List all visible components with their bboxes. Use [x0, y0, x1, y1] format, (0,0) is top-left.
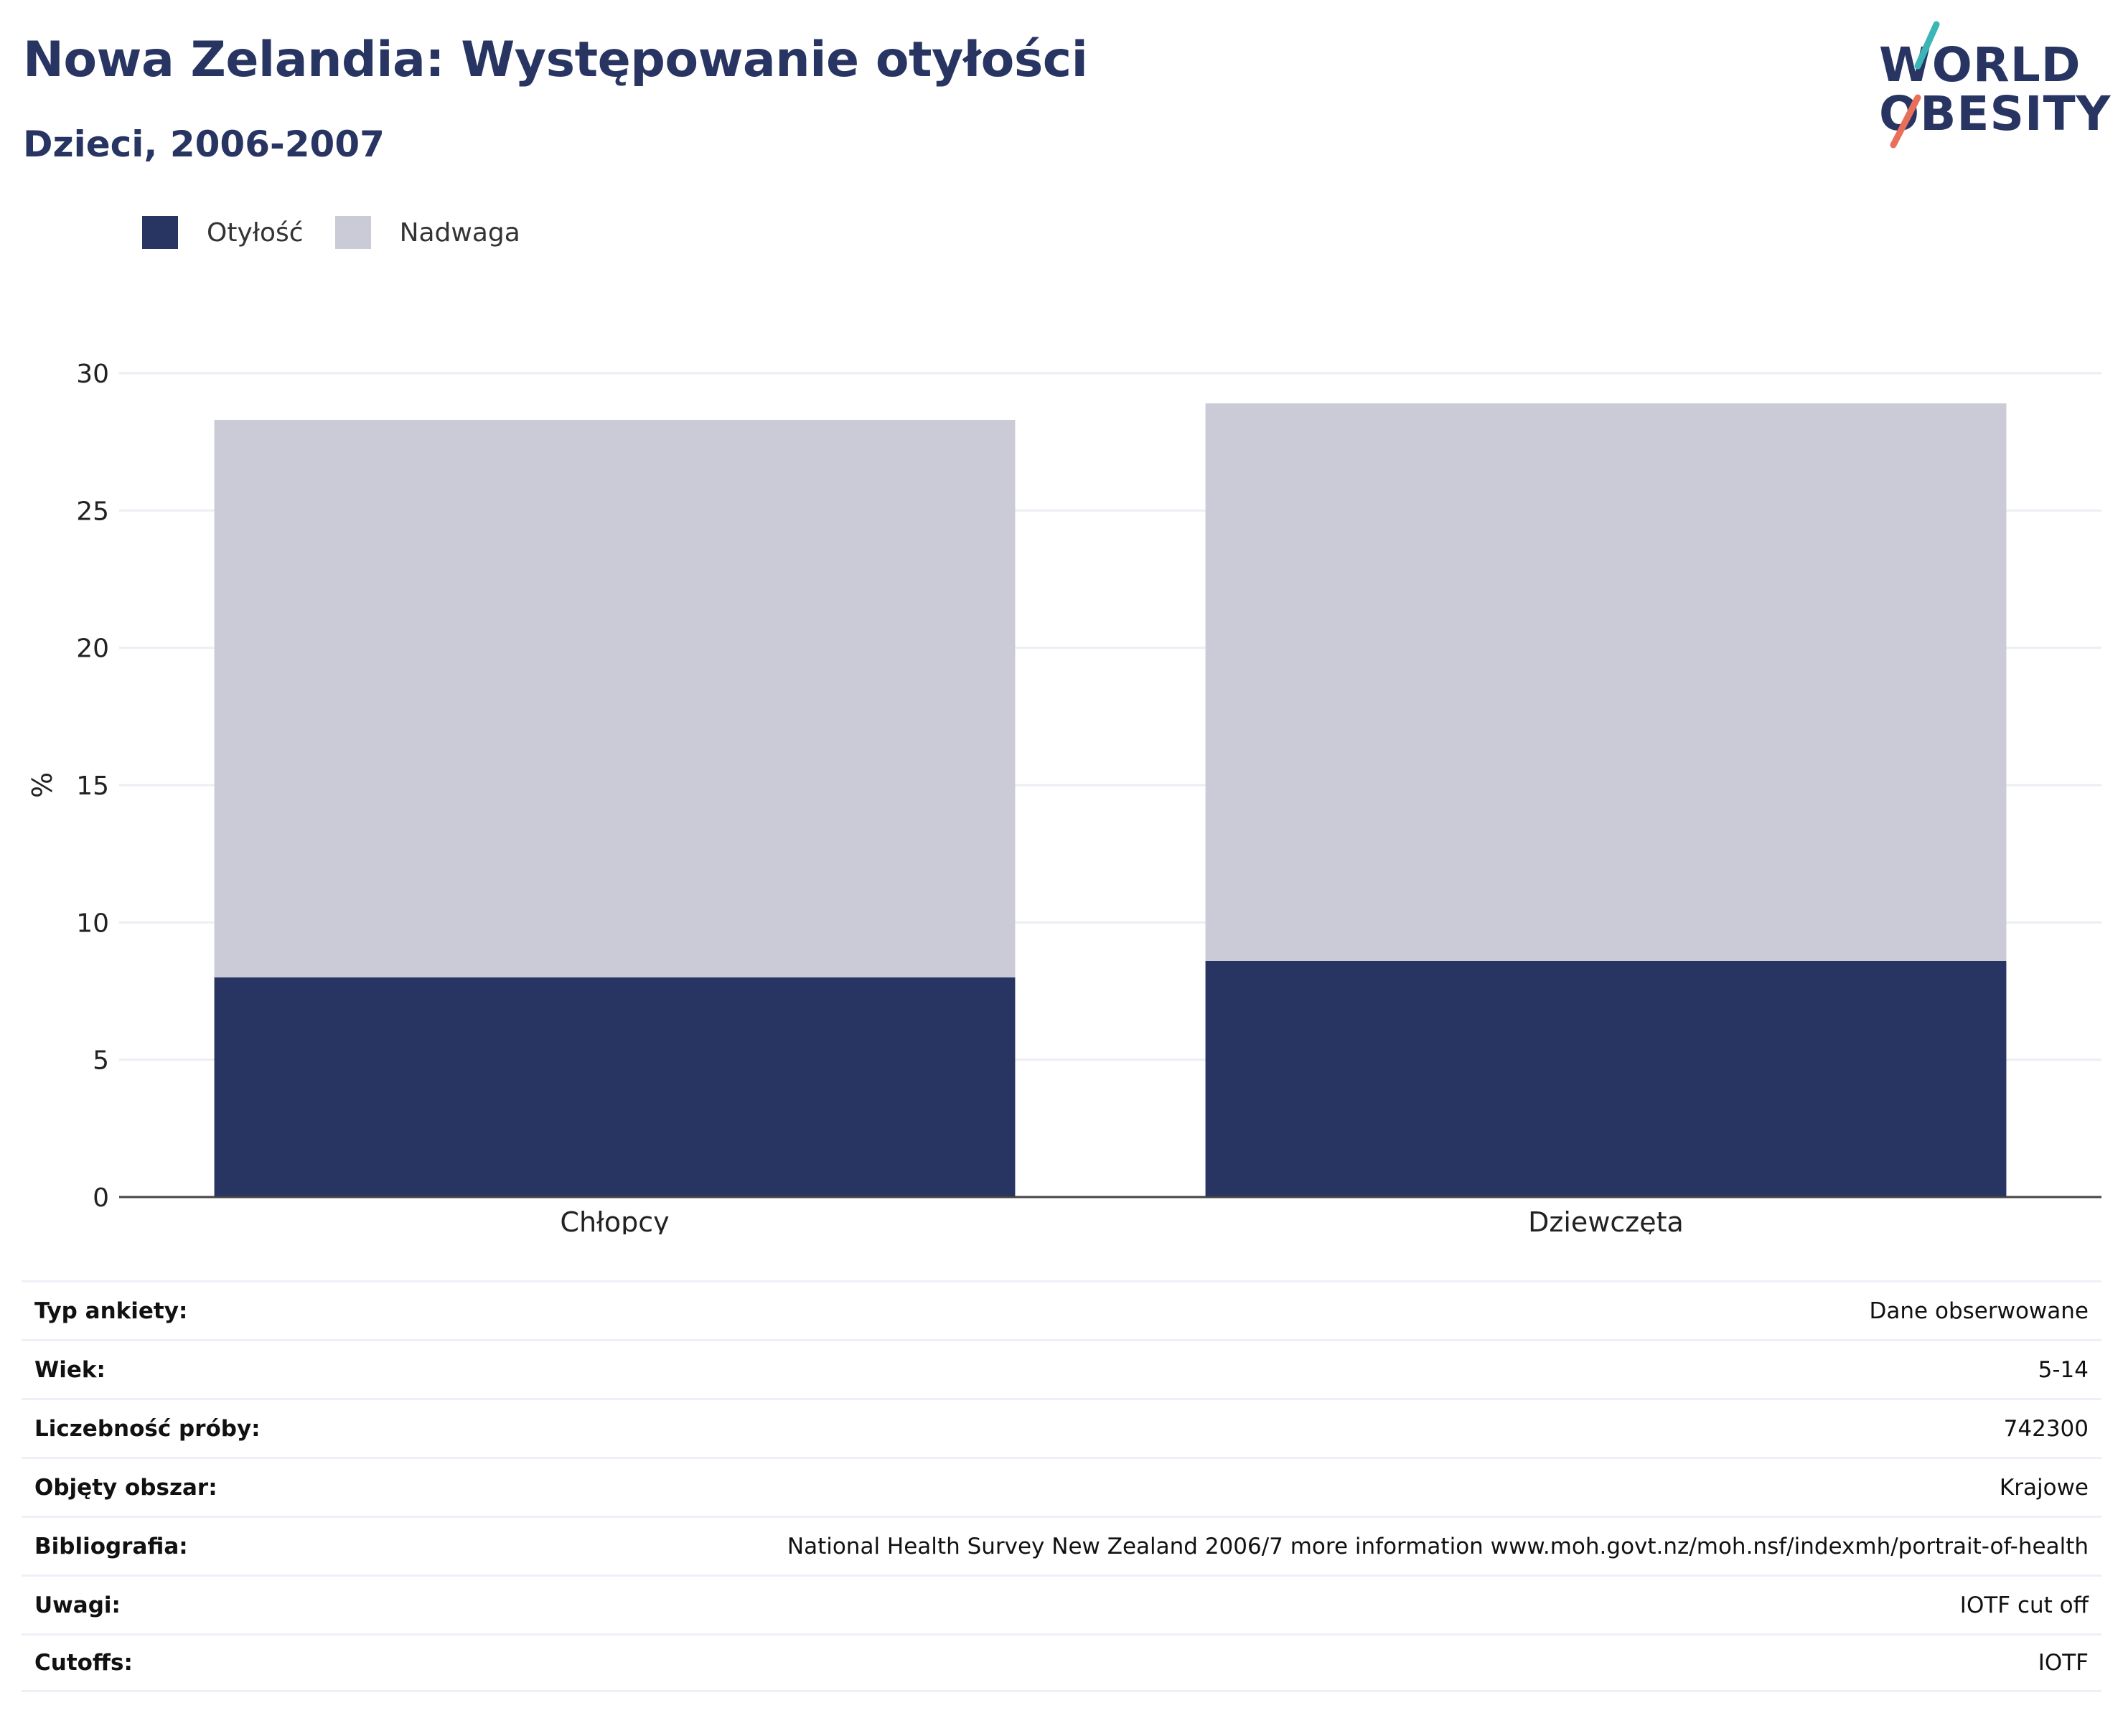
x-tick-label: Chłopcy: [560, 1206, 669, 1234]
meta-row-survey-type: Typ ankiety: Dane obserwowane: [22, 1280, 2101, 1339]
y-tick-label: 10: [76, 909, 109, 938]
meta-value: Krajowe: [1999, 1474, 2089, 1501]
meta-value: National Health Survey New Zealand 2006/…: [787, 1533, 2089, 1559]
y-tick-label: 5: [93, 1046, 109, 1076]
x-tick-label: Dziewczęta: [1528, 1206, 1684, 1234]
y-axis-label: %: [27, 772, 58, 798]
chart-legend: Otyłość Nadwaga: [142, 212, 552, 253]
meta-key: Cutoffs:: [34, 1650, 133, 1676]
meta-key: Liczebność próby:: [34, 1415, 261, 1442]
legend-label-otylosc: Otyłość: [207, 217, 304, 248]
meta-value: IOTF: [2038, 1650, 2089, 1676]
meta-key: Objęty obszar:: [34, 1474, 217, 1501]
meta-row-area: Objęty obszar: Krajowe: [22, 1457, 2101, 1516]
logo-slash-icon: [1890, 21, 1940, 149]
bar-otylosc-1[interactable]: [1205, 960, 2007, 1197]
meta-value: 5-14: [2038, 1356, 2089, 1383]
bar-nadwaga-1[interactable]: [1205, 403, 2007, 961]
legend-item-otylosc[interactable]: Otyłość: [142, 216, 304, 249]
meta-row-notes: Uwagi: IOTF cut off: [22, 1575, 2101, 1633]
meta-key: Wiek:: [34, 1356, 106, 1383]
y-tick-label: 20: [76, 634, 109, 664]
bar-otylosc-0[interactable]: [214, 977, 1016, 1197]
meta-value: Dane obserwowane: [1869, 1298, 2089, 1324]
meta-row-cutoffs: Cutoffs: IOTF: [22, 1633, 2101, 1692]
meta-row-age: Wiek: 5-14: [22, 1339, 2101, 1398]
meta-key: Typ ankiety:: [34, 1298, 188, 1324]
legend-swatch-otylosc: [142, 216, 178, 249]
legend-item-nadwaga[interactable]: Nadwaga: [334, 216, 520, 249]
meta-row-bibliography: Bibliografia: National Health Survey New…: [22, 1516, 2101, 1575]
meta-key: Bibliografia:: [34, 1533, 188, 1559]
y-tick-label: 25: [76, 497, 109, 526]
y-tick-label: 0: [93, 1183, 109, 1213]
bar-chart: 0 5 10 15 20 25 30% Chłopcy Dziewczęta: [27, 360, 2101, 1234]
chart-title: Nowa Zelandia: Występowanie otyłości: [23, 32, 1088, 88]
meta-key: Uwagi:: [34, 1592, 121, 1618]
y-tick-label: 30: [76, 360, 109, 389]
metadata-table: Typ ankiety: Dane obserwowane Wiek: 5-14…: [22, 1280, 2101, 1692]
legend-swatch-nadwaga: [334, 216, 371, 249]
world-obesity-logo: WORLD OBESITY: [1866, 17, 2110, 154]
y-tick-label: 15: [76, 771, 109, 801]
meta-value: IOTF cut off: [1959, 1592, 2089, 1618]
meta-value: 742300: [2003, 1415, 2089, 1442]
legend-label-nadwaga: Nadwaga: [399, 217, 520, 248]
bar-nadwaga-0[interactable]: [214, 420, 1016, 977]
logo-line-1: WORLD: [1879, 37, 2081, 93]
meta-row-sample-size: Liczebność próby: 742300: [22, 1398, 2101, 1457]
chart-subtitle: Dzieci, 2006-2007: [23, 123, 385, 165]
